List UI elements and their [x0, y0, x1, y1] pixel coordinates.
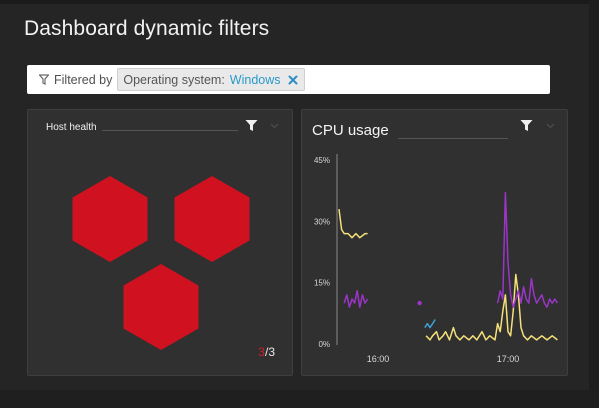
page-title: Dashboard dynamic filters: [24, 17, 270, 40]
filter-icon: [39, 74, 49, 85]
filter-bar-label: Filtered by: [54, 72, 113, 87]
y-tick-label: 15%: [314, 279, 330, 288]
y-tick-label: 30%: [314, 217, 330, 226]
tile-filter-icon[interactable]: [520, 119, 533, 132]
title-underline: [102, 130, 238, 131]
host-hexagons: [72, 176, 250, 350]
series-line[interactable]: [425, 273, 558, 341]
chevron-down-icon[interactable]: [546, 123, 555, 129]
top-strip: [0, 0, 599, 4]
cpu-usage-title: CPU usage: [312, 122, 389, 139]
series-point[interactable]: [417, 300, 422, 306]
host-health-tile[interactable]: Host health 3/3: [27, 109, 293, 376]
cpu-usage-chart: 45% 30% 15% 0% 16:00 17:00: [314, 154, 559, 364]
tile-filter-icon[interactable]: [245, 119, 258, 132]
filter-chip[interactable]: Operating system: Windows: [117, 68, 305, 91]
series-line[interactable]: [496, 191, 559, 308]
series-line[interactable]: [343, 290, 369, 308]
host-hexagon[interactable]: [123, 264, 199, 350]
host-counter: 3/3: [258, 345, 275, 359]
host-counter-total: /3: [264, 345, 275, 359]
chevron-down-icon[interactable]: [270, 123, 279, 129]
host-health-title: Host health: [46, 122, 97, 133]
host-hexagon[interactable]: [72, 176, 148, 262]
filter-bar[interactable]: Filtered by Operating system: Windows: [27, 65, 550, 94]
y-tick-label: 0%: [318, 340, 330, 349]
host-counter-current: 3: [258, 345, 265, 359]
bottom-edge: [0, 390, 599, 408]
series-line[interactable]: [338, 209, 368, 239]
x-tick-label: 16:00: [367, 354, 390, 364]
cpu-usage-tile[interactable]: CPU usage 45% 30% 15% 0% 16:00 17:00: [301, 109, 568, 376]
remove-filter-icon[interactable]: [288, 75, 298, 85]
right-edge: [589, 0, 599, 408]
y-tick-label: 45%: [314, 156, 330, 165]
title-underline: [398, 138, 508, 139]
series-line[interactable]: [424, 319, 436, 329]
host-hexagon[interactable]: [174, 176, 250, 262]
filter-chip-key: Operating system:: [123, 72, 225, 87]
filter-chip-value[interactable]: Windows: [229, 72, 281, 87]
x-tick-label: 17:00: [497, 354, 520, 364]
